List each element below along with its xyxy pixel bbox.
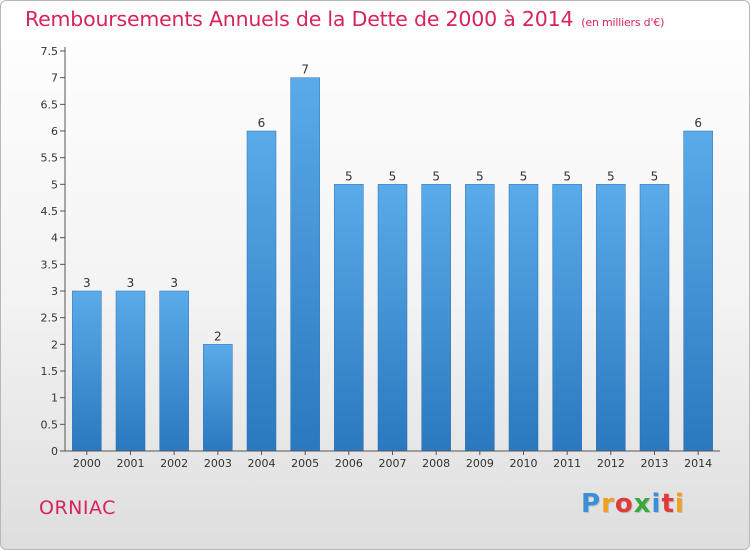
logo-letter: x <box>633 489 652 519</box>
chart-title-text: Remboursements Annuels de la Dette de 20… <box>25 7 574 31</box>
bar-value-label: 3 <box>127 276 135 290</box>
y-tick-label: 5.5 <box>41 152 59 165</box>
bar-value-label: 5 <box>476 169 484 183</box>
bar-value-label: 5 <box>345 169 353 183</box>
bar-value-label: 3 <box>83 276 91 290</box>
bar-value-label: 5 <box>520 169 528 183</box>
y-tick-label: 3 <box>51 285 58 298</box>
bar-2009 <box>465 184 495 452</box>
x-tick-label: 2009 <box>466 457 494 470</box>
bar-2005 <box>290 77 320 452</box>
y-tick-label: 3.5 <box>41 258 59 271</box>
x-tick-label: 2003 <box>204 457 232 470</box>
x-tick-label: 2007 <box>379 457 407 470</box>
bar-2001 <box>115 290 146 452</box>
bar-2006 <box>334 184 364 452</box>
logo-letter: o <box>614 489 634 519</box>
chart-unit-label: (en milliers d'€) <box>581 16 665 29</box>
x-tick-label: 2014 <box>684 457 712 470</box>
x-tick-label: 2002 <box>160 457 188 470</box>
y-tick-label: 6.5 <box>41 98 59 111</box>
y-tick-label: 5 <box>51 178 58 191</box>
x-axis: 2000 2001 2002 2003 2004 2005 2006 2007 2008 2009… <box>65 450 720 470</box>
bar-2012 <box>596 184 626 452</box>
bar-value-label: 5 <box>651 169 659 183</box>
bar-2010 <box>508 184 539 452</box>
x-tick-label: 2012 <box>597 457 625 470</box>
y-tick-label: 7 <box>51 72 58 85</box>
proxiti-logo: Proxiti <box>581 489 685 519</box>
place-name: ORNIAC <box>39 497 116 519</box>
bar-2007 <box>377 184 408 452</box>
x-tick-label: 2011 <box>553 457 581 470</box>
bar-2000 <box>72 290 102 452</box>
x-tick-label: 2000 <box>73 457 101 470</box>
logo-letter: i <box>674 489 685 519</box>
bar-2011 <box>552 184 582 452</box>
bar-value-label: 6 <box>694 116 702 130</box>
logo-letter: P <box>581 489 602 519</box>
bar-2003 <box>203 344 233 452</box>
y-tick-label: 2 <box>51 338 58 351</box>
bar-value-label: 5 <box>607 169 615 183</box>
y-tick-label: 0 <box>51 445 58 458</box>
bar-value-label: 7 <box>301 63 309 77</box>
x-tick-label: 2004 <box>248 457 276 470</box>
x-tick-label: 2006 <box>335 457 363 470</box>
bars: 3 3 3 2 6 7 5 5 5 5 5 5 5 5 6 <box>72 63 713 452</box>
x-tick-label: 2010 <box>510 457 538 470</box>
y-tick-label: 6 <box>51 125 58 138</box>
x-tick-label: 2001 <box>117 457 145 470</box>
bar-2002 <box>159 290 189 452</box>
y-tick-label: 1 <box>51 392 58 405</box>
bar-value-label: 2 <box>214 329 222 343</box>
logo-letter: t <box>661 489 675 519</box>
y-tick-label: 2.5 <box>41 312 59 325</box>
bar-2008 <box>421 184 451 452</box>
bar-value-label: 5 <box>389 169 397 183</box>
bar-2014 <box>683 130 713 452</box>
bar-value-label: 5 <box>432 169 440 183</box>
bar-value-label: 6 <box>258 116 266 130</box>
x-tick-label: 2005 <box>291 457 319 470</box>
y-tick-label: 4.5 <box>41 205 59 218</box>
bar-2013 <box>639 184 670 452</box>
bar-value-label: 5 <box>563 169 571 183</box>
chart-title: Remboursements Annuels de la Dette de 20… <box>25 7 664 31</box>
bar-2004 <box>246 130 277 452</box>
y-tick-label: 0.5 <box>41 418 59 431</box>
y-axis: 0 0.5 1 1.5 2 2.5 3 3.5 4 4.5 5 5.5 6 6.5 7 7.5 <box>41 45 66 458</box>
y-tick-label: 4 <box>51 232 58 245</box>
y-tick-label: 7.5 <box>41 45 59 58</box>
bar-value-label: 3 <box>170 276 178 290</box>
x-tick-label: 2013 <box>641 457 669 470</box>
logo-letter: r <box>601 489 615 519</box>
y-tick-label: 1.5 <box>41 365 59 378</box>
logo-letter: i <box>651 489 662 519</box>
x-tick-label: 2008 <box>422 457 450 470</box>
